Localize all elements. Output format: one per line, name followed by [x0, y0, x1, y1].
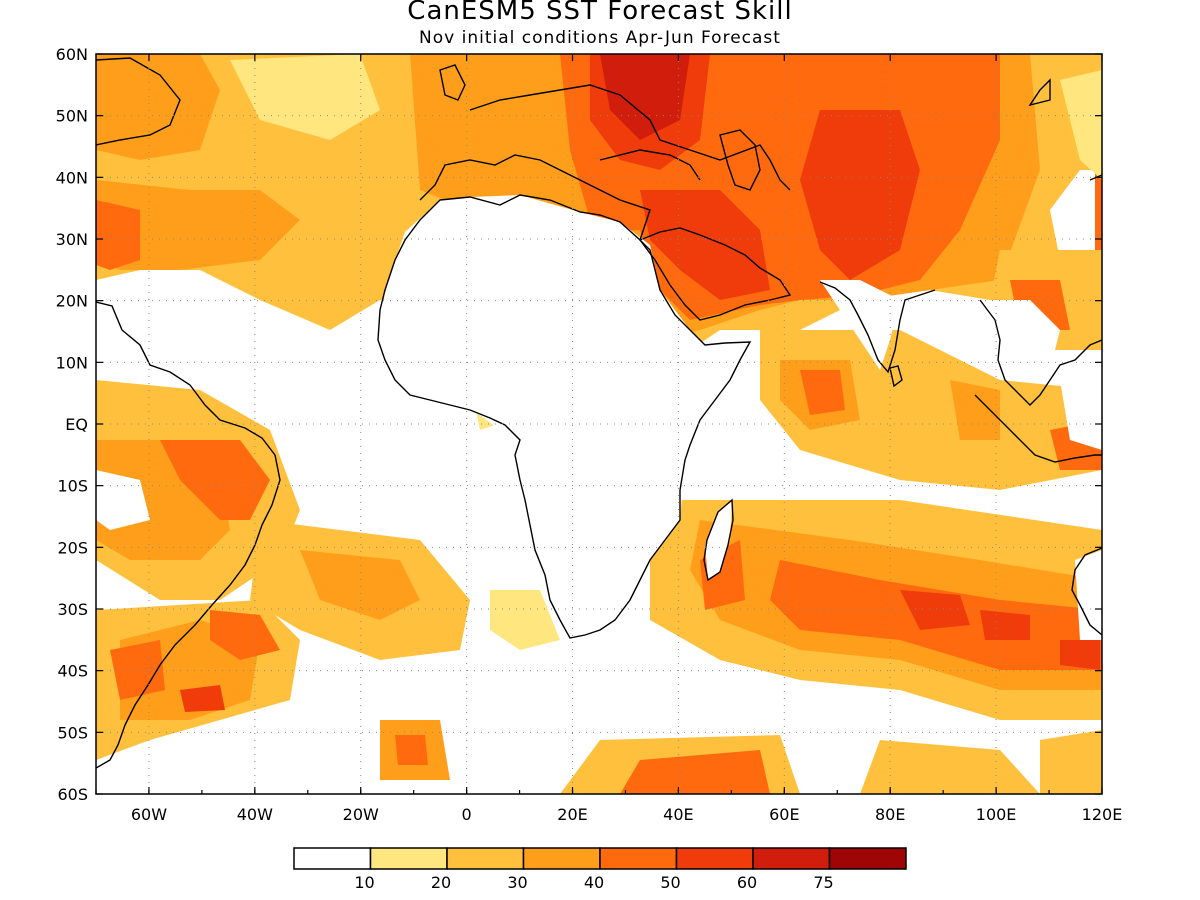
colorbar-swatch	[599, 847, 678, 870]
colorbar-swatch	[752, 847, 831, 870]
lon-label: 60E	[769, 805, 799, 824]
colorbar-swatch	[828, 847, 907, 870]
lon-label: 40W	[237, 805, 273, 824]
colorbar-swatch	[293, 847, 372, 870]
lon-label: 40E	[663, 805, 693, 824]
colorbar-swatch	[369, 847, 448, 870]
skill-field	[96, 54, 1102, 794]
colorbar-swatch	[522, 847, 601, 870]
lon-label: 20W	[343, 805, 379, 824]
lat-label: 40N	[56, 168, 88, 187]
map-subtitle: Nov initial conditions Apr-Jun Forecast	[419, 28, 781, 48]
lat-label: 40S	[57, 662, 88, 681]
lat-label: 10S	[57, 477, 88, 496]
lon-label: 20E	[557, 805, 587, 824]
colorbar	[293, 847, 907, 870]
lon-label: 60W	[131, 805, 167, 824]
lat-axis-labels: 60N 50N 40N 30N 20N 10N EQ 10S 20S 30S 40S 50S 60S	[56, 45, 88, 804]
colorbar-label: 40	[584, 873, 604, 892]
lon-label: 0	[462, 805, 472, 824]
lon-label: 120E	[1082, 805, 1123, 824]
axis-ticks	[95, 53, 1103, 795]
lat-label: 50S	[57, 723, 88, 742]
lat-label: 60N	[56, 45, 88, 64]
colorbar-label: 60	[737, 873, 757, 892]
lat-label: 20S	[57, 538, 88, 557]
lat-label: 60S	[57, 785, 88, 804]
coastlines	[96, 57, 1102, 769]
map-title: CanESM5 SST Forecast Skill	[407, 0, 793, 26]
lat-label: 50N	[56, 107, 88, 126]
lat-label: 30N	[56, 230, 88, 249]
lat-label: 10N	[56, 353, 88, 372]
lon-label: 80E	[875, 805, 905, 824]
colorbar-label: 30	[507, 873, 527, 892]
colorbar-labels: 10 20 30 40 50 60 75	[354, 873, 833, 892]
colorbar-label: 20	[431, 873, 451, 892]
colorbar-label: 10	[354, 873, 374, 892]
lat-label: 20N	[56, 292, 88, 311]
lon-axis-labels: 60W 40W 20W 0 20E 40E 60E 80E 100E 120E	[131, 805, 1122, 824]
lat-label: 30S	[57, 600, 88, 619]
lat-label: EQ	[65, 415, 88, 434]
colorbar-swatch	[446, 847, 525, 870]
colorbar-label: 50	[660, 873, 680, 892]
colorbar-label: 75	[813, 873, 833, 892]
gridlines	[96, 54, 1102, 794]
colorbar-swatch	[675, 847, 754, 870]
lon-label: 100E	[976, 805, 1017, 824]
